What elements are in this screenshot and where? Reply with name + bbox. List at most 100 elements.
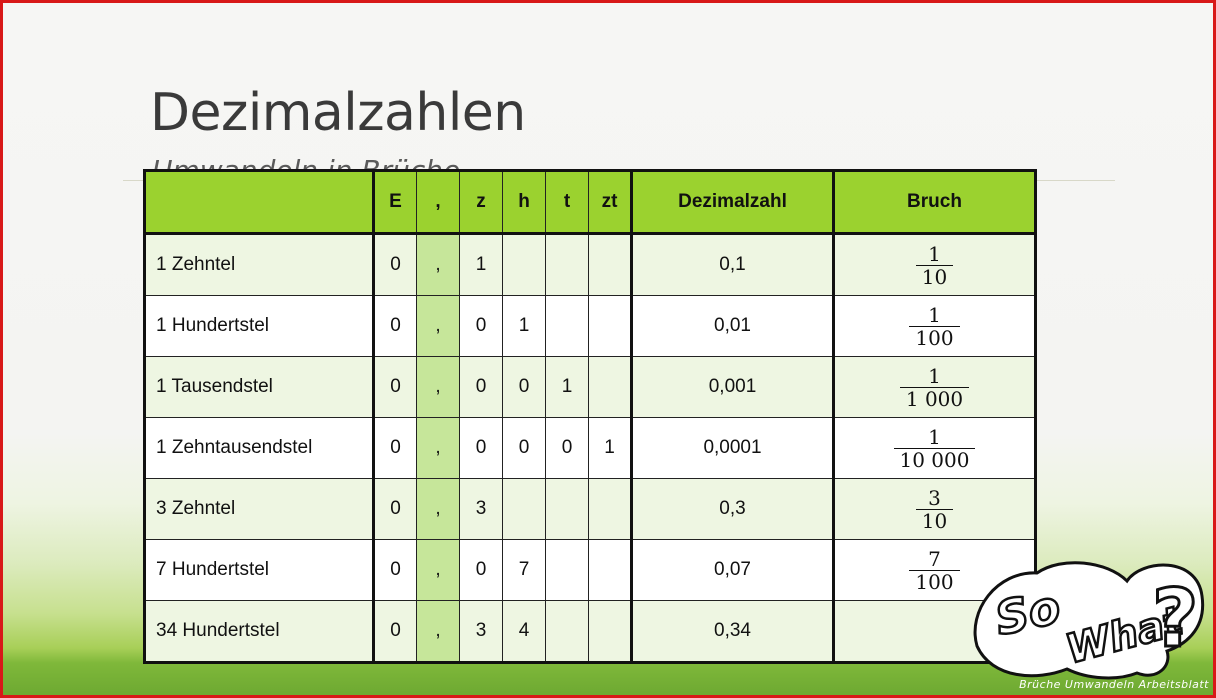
decimal-place-value-table: E , z h t zt Dezimalzahl Bruch 1 Zehntel… (143, 169, 1037, 664)
table-row: 3 Zehntel 0 , 3 0,3 3 10 (144, 478, 1036, 540)
denominator: 1 000 (899, 386, 970, 410)
cell-zehntel: 3 (459, 478, 503, 540)
numerator: 7 (928, 546, 941, 571)
row-label: 7 Hundertstel (144, 539, 375, 601)
header-comma: , (416, 170, 460, 235)
cell-comma: , (416, 478, 460, 540)
numerator: 1 (928, 241, 941, 266)
svg-text:?: ? (1152, 572, 1198, 665)
denominator: 10 (915, 508, 954, 532)
header-zehntel: z (459, 170, 503, 235)
fraction: 1 10 (915, 241, 954, 288)
cell-zehntel: 0 (459, 539, 503, 601)
cell-zehntel: 3 (459, 600, 503, 663)
slide-subtitle: Umwandeln in Brüche (152, 154, 461, 171)
cell-dezimalzahl: 0,07 (631, 539, 835, 601)
cell-zehntel: 1 (459, 233, 503, 296)
cell-tausendstel (545, 233, 589, 296)
footer-caption: Brüche Umwandeln Arbeitsblatt (1019, 678, 1209, 691)
cell-comma: , (416, 233, 460, 296)
header-einer: E (373, 170, 417, 235)
cell-einer: 0 (373, 478, 417, 540)
so-what-logo: So What ? (973, 561, 1205, 680)
denominator: 100 (909, 325, 960, 349)
numerator: 1 (928, 424, 941, 449)
cell-dezimalzahl: 0,34 (631, 600, 835, 663)
numerator: 3 (928, 485, 941, 510)
table-row: 1 Zehntausendstel 0 , 0 0 0 1 0,0001 1 10… (144, 417, 1036, 479)
cell-zehntel: 0 (459, 295, 503, 357)
cell-dezimalzahl: 0,1 (631, 233, 835, 296)
cell-comma: , (416, 356, 460, 418)
cell-hundertstel (502, 233, 546, 296)
cell-zehntel: 0 (459, 356, 503, 418)
cell-hundertstel: 7 (502, 539, 546, 601)
cell-zehntausendstel (588, 356, 633, 418)
cell-tausendstel (545, 539, 589, 601)
cell-einer: 0 (373, 295, 417, 357)
header-zehntausendstel: zt (588, 170, 633, 235)
denominator: 10 000 (893, 447, 976, 471)
cell-dezimalzahl: 0,3 (631, 478, 835, 540)
row-label: 3 Zehntel (144, 478, 375, 540)
cell-comma: , (416, 295, 460, 357)
cell-comma: , (416, 417, 460, 479)
cell-tausendstel (545, 478, 589, 540)
denominator: 100 (909, 569, 960, 593)
cell-tausendstel (545, 600, 589, 663)
fraction: 1 100 (909, 302, 960, 349)
cell-bruch: 1 100 (833, 295, 1036, 357)
cell-zehntausendstel (588, 233, 633, 296)
cell-tausendstel: 0 (545, 417, 589, 479)
row-label: 1 Zehntausendstel (144, 417, 375, 479)
header-hundertstel: h (502, 170, 546, 235)
row-label: 1 Hundertstel (144, 295, 375, 357)
cell-hundertstel: 4 (502, 600, 546, 663)
cell-dezimalzahl: 0,001 (631, 356, 835, 418)
cell-hundertstel: 1 (502, 295, 546, 357)
cell-hundertstel: 0 (502, 356, 546, 418)
cell-einer: 0 (373, 356, 417, 418)
cell-bruch: 1 10 (833, 233, 1036, 296)
row-label: 1 Zehntel (144, 233, 375, 296)
cell-bruch: 3 10 (833, 478, 1036, 540)
cell-einer: 0 (373, 233, 417, 296)
cell-zehntausendstel (588, 478, 633, 540)
row-label: 1 Tausendstel (144, 356, 375, 418)
cell-zehntausendstel (588, 295, 633, 357)
table-header-row: E , z h t zt Dezimalzahl Bruch (144, 170, 1036, 235)
header-tausendstel: t (545, 170, 589, 235)
header-dezimalzahl: Dezimalzahl (631, 170, 835, 235)
cell-einer: 0 (373, 539, 417, 601)
numerator: 1 (928, 363, 941, 388)
numerator: 1 (928, 302, 941, 327)
table-row: 1 Zehntel 0 , 1 0,1 1 10 (144, 233, 1036, 296)
cell-dezimalzahl: 0,01 (631, 295, 835, 357)
cell-hundertstel (502, 478, 546, 540)
cell-comma: , (416, 539, 460, 601)
table-row: 34 Hundertstel 0 , 3 4 0,34 (144, 600, 1036, 663)
cell-zehntausendstel (588, 539, 633, 601)
fraction: 3 10 (915, 485, 954, 532)
table-row: 7 Hundertstel 0 , 0 7 0,07 7 100 (144, 539, 1036, 601)
slide-title: Dezimalzahlen (150, 83, 526, 143)
cell-zehntausendstel (588, 600, 633, 663)
cell-tausendstel (545, 295, 589, 357)
cell-einer: 0 (373, 600, 417, 663)
cell-tausendstel: 1 (545, 356, 589, 418)
cell-einer: 0 (373, 417, 417, 479)
header-label-cell (144, 170, 375, 235)
cell-zehntel: 0 (459, 417, 503, 479)
denominator: 10 (915, 264, 954, 288)
cell-bruch: 1 10 000 (833, 417, 1036, 479)
row-label: 34 Hundertstel (144, 600, 375, 663)
cell-dezimalzahl: 0,0001 (631, 417, 835, 479)
cell-zehntausendstel: 1 (588, 417, 633, 479)
fraction: 7 100 (909, 546, 960, 593)
cell-bruch: 7 100 (833, 539, 1036, 601)
fraction: 1 10 000 (893, 424, 976, 471)
